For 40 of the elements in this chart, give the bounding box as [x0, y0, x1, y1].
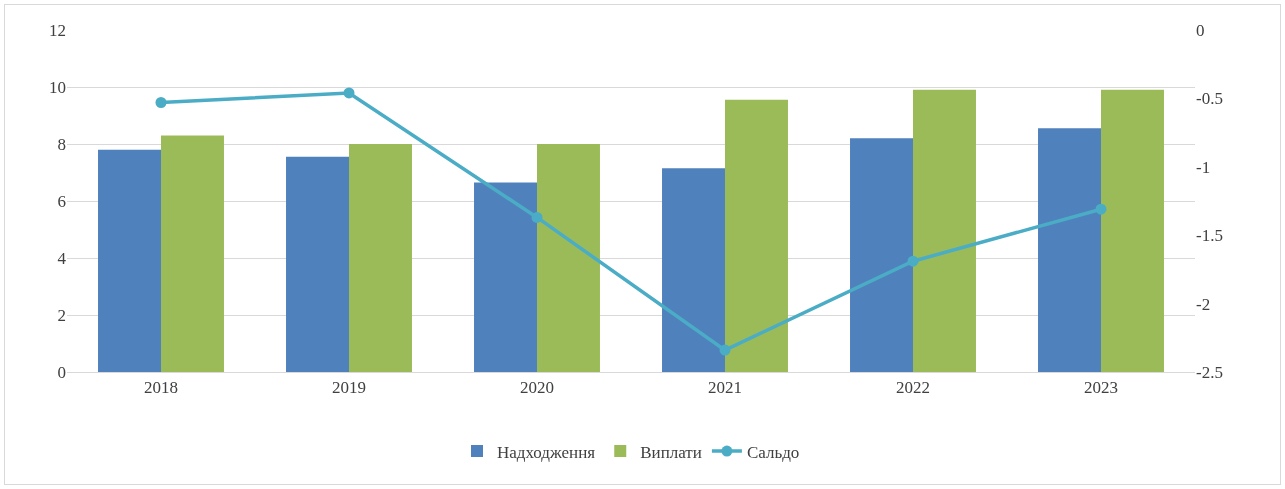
bar — [850, 138, 913, 372]
x-tick-label: 2019 — [332, 378, 366, 398]
bar — [725, 99, 788, 372]
legend-label: Сальдо — [746, 442, 800, 462]
y2-tick-label: -1 — [1196, 157, 1211, 177]
bar — [286, 156, 349, 372]
y2-tick-label: 0 — [1196, 20, 1205, 40]
y2-tick-label: -0.5 — [1196, 89, 1223, 109]
y-tick-label: 12 — [49, 20, 66, 40]
point — [531, 211, 543, 223]
y-tick-label: 10 — [49, 77, 66, 97]
bar — [98, 149, 161, 372]
bar — [1038, 128, 1101, 372]
bar — [349, 144, 412, 372]
y-tick-label: 2 — [57, 305, 66, 325]
x-tick-label: 2020 — [520, 378, 554, 398]
x-tick-label: 2022 — [896, 378, 930, 398]
bar — [161, 135, 224, 372]
x-tick-label: 2023 — [1084, 378, 1118, 398]
point — [155, 97, 167, 108]
y-tick-label: 4 — [57, 248, 67, 268]
bar — [662, 168, 725, 372]
y2-tick-label: -2.5 — [1196, 362, 1223, 382]
point — [719, 344, 731, 356]
y-tick-label: 8 — [57, 134, 66, 154]
legend-label: Надходження — [497, 442, 596, 462]
bar — [913, 89, 976, 372]
bar — [537, 144, 600, 372]
bar — [1101, 89, 1164, 372]
y2-tick-label: -2 — [1196, 294, 1211, 314]
x-tick-label: 2018 — [144, 378, 178, 398]
point — [1095, 203, 1107, 215]
y-tick-label: 6 — [57, 191, 66, 211]
point — [907, 255, 919, 267]
bar — [474, 182, 537, 372]
x-tick-label: 2021 — [708, 378, 742, 398]
point — [343, 87, 355, 99]
legend-label: Виплати — [640, 442, 702, 462]
y2-tick-label: -1.5 — [1196, 226, 1223, 246]
y-tick-label: 0 — [57, 362, 66, 382]
